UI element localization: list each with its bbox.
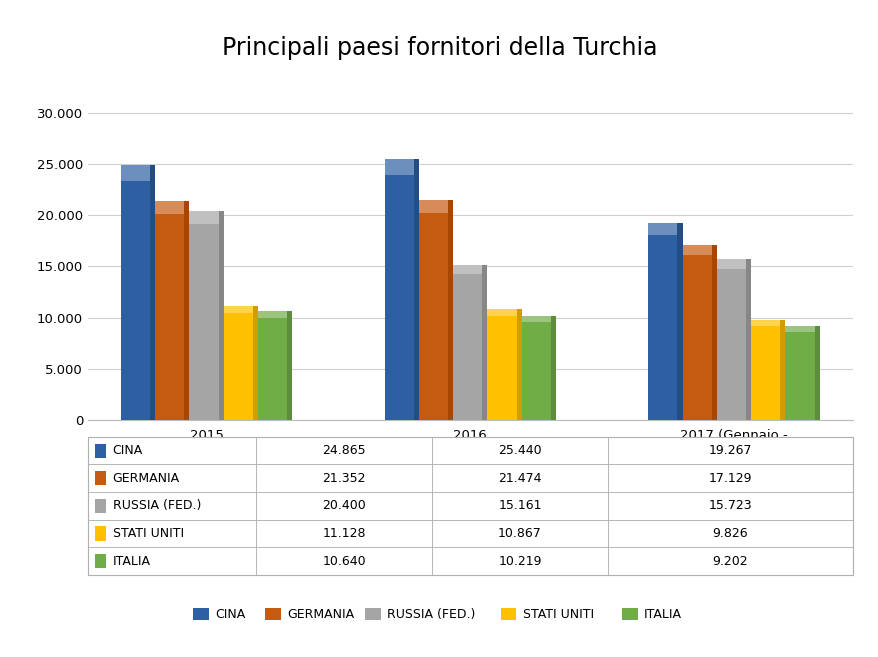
- Text: GERMANIA: GERMANIA: [286, 608, 354, 621]
- FancyBboxPatch shape: [681, 244, 711, 255]
- FancyBboxPatch shape: [453, 265, 482, 274]
- Bar: [486, 309, 521, 420]
- Bar: [121, 165, 155, 420]
- FancyBboxPatch shape: [551, 315, 555, 420]
- Text: CINA: CINA: [112, 444, 142, 457]
- Text: RUSSIA (FED.): RUSSIA (FED.): [386, 608, 475, 621]
- Bar: [223, 306, 257, 420]
- Text: 24.865: 24.865: [322, 444, 365, 457]
- Text: STATI UNITI: STATI UNITI: [112, 527, 184, 540]
- Text: STATI UNITI: STATI UNITI: [522, 608, 593, 621]
- FancyBboxPatch shape: [257, 311, 287, 318]
- Text: RUSSIA (FED.): RUSSIA (FED.): [112, 499, 201, 512]
- Text: 10.640: 10.640: [322, 555, 365, 568]
- FancyBboxPatch shape: [784, 326, 814, 332]
- FancyBboxPatch shape: [521, 315, 551, 322]
- Text: GERMANIA: GERMANIA: [112, 472, 179, 485]
- Text: 9.826: 9.826: [712, 527, 747, 540]
- FancyBboxPatch shape: [486, 309, 516, 315]
- FancyBboxPatch shape: [150, 165, 155, 420]
- FancyBboxPatch shape: [448, 200, 453, 420]
- Bar: [648, 223, 681, 420]
- Bar: [521, 315, 555, 420]
- FancyBboxPatch shape: [482, 265, 486, 420]
- Bar: [750, 319, 784, 420]
- Text: 11.128: 11.128: [322, 527, 365, 540]
- Text: 15.723: 15.723: [708, 499, 752, 512]
- FancyBboxPatch shape: [287, 311, 291, 420]
- FancyBboxPatch shape: [219, 211, 223, 420]
- FancyBboxPatch shape: [223, 306, 253, 313]
- Bar: [384, 160, 418, 420]
- Text: Principali paesi fornitori della Turchia: Principali paesi fornitori della Turchia: [221, 36, 657, 60]
- Text: 21.352: 21.352: [322, 472, 365, 485]
- FancyBboxPatch shape: [121, 165, 150, 181]
- Text: 25.440: 25.440: [498, 444, 541, 457]
- FancyBboxPatch shape: [814, 326, 818, 420]
- Text: ITALIA: ITALIA: [112, 555, 150, 568]
- FancyBboxPatch shape: [780, 319, 784, 420]
- Text: 10.219: 10.219: [498, 555, 541, 568]
- Bar: [453, 265, 486, 420]
- FancyBboxPatch shape: [745, 259, 750, 420]
- FancyBboxPatch shape: [750, 319, 780, 326]
- FancyBboxPatch shape: [184, 201, 190, 420]
- Bar: [155, 201, 190, 420]
- FancyBboxPatch shape: [711, 244, 716, 420]
- Text: ITALIA: ITALIA: [643, 608, 681, 621]
- Text: CINA: CINA: [215, 608, 245, 621]
- Text: 21.474: 21.474: [498, 472, 541, 485]
- Bar: [681, 244, 716, 420]
- Bar: [784, 326, 818, 420]
- FancyBboxPatch shape: [716, 259, 745, 269]
- FancyBboxPatch shape: [419, 200, 448, 214]
- Text: 17.129: 17.129: [708, 472, 752, 485]
- FancyBboxPatch shape: [677, 223, 681, 420]
- Text: 15.161: 15.161: [498, 499, 541, 512]
- Text: 19.267: 19.267: [708, 444, 752, 457]
- FancyBboxPatch shape: [648, 223, 677, 235]
- FancyBboxPatch shape: [155, 201, 184, 214]
- Bar: [257, 311, 291, 420]
- FancyBboxPatch shape: [384, 160, 414, 175]
- Bar: [190, 211, 223, 420]
- FancyBboxPatch shape: [190, 211, 219, 223]
- FancyBboxPatch shape: [253, 306, 257, 420]
- FancyBboxPatch shape: [516, 309, 521, 420]
- FancyBboxPatch shape: [414, 160, 419, 420]
- Bar: [716, 259, 750, 420]
- Text: 9.202: 9.202: [712, 555, 747, 568]
- Text: 20.400: 20.400: [322, 499, 365, 512]
- Bar: [419, 200, 453, 420]
- Text: 10.867: 10.867: [498, 527, 541, 540]
